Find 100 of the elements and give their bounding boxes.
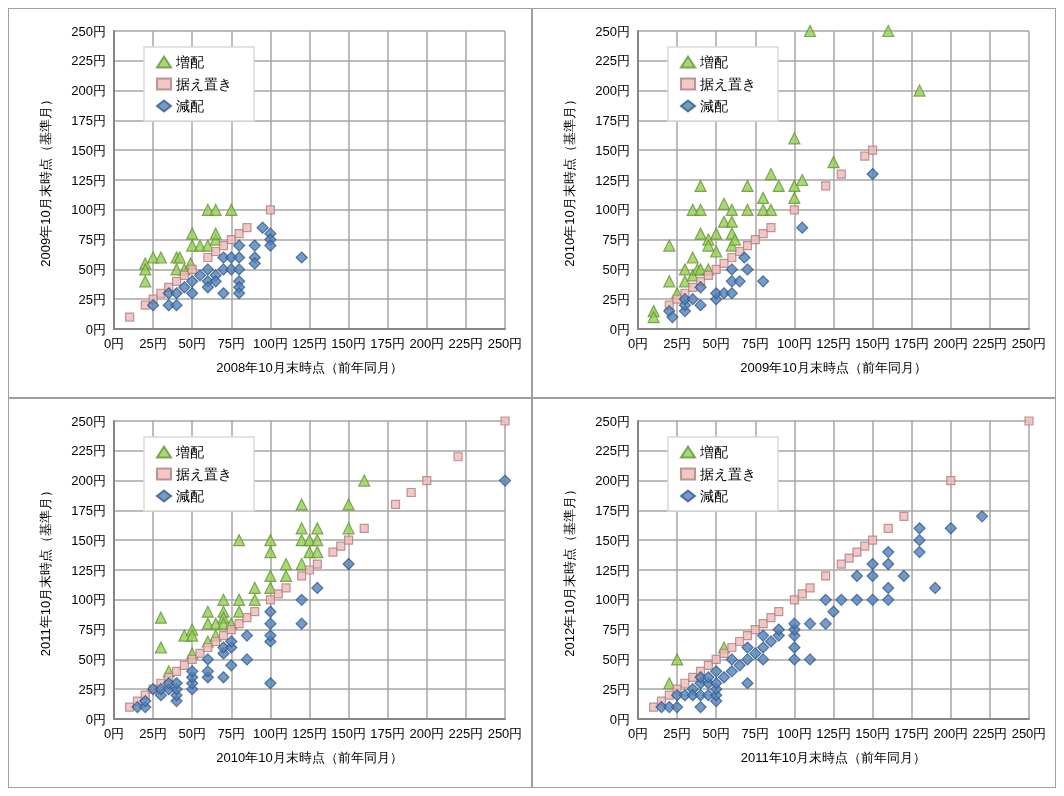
x-tick-label: 125円 [816, 726, 851, 741]
y-tick-label: 125円 [71, 172, 106, 188]
y-tick-label: 125円 [595, 172, 630, 188]
y-tick-label: 50円 [602, 261, 630, 277]
y-tick-label: 250円 [595, 23, 630, 39]
x-tick-label: 0円 [627, 726, 649, 741]
x-tick-label: 225円 [972, 336, 1008, 351]
legend-label: 据え置き [700, 466, 756, 482]
y-tick-label: 150円 [71, 532, 106, 548]
legend-label: 据え置き [176, 76, 232, 92]
y-tick-label: 100円 [595, 202, 630, 218]
y-tick-label: 50円 [78, 261, 106, 277]
y-tick-label: 0円 [609, 711, 630, 727]
y-tick-label: 100円 [71, 202, 106, 218]
y-tick-label: 225円 [71, 443, 106, 459]
y-axis-title: 2012年10月末時点（基準月） [562, 483, 577, 657]
x-tick-label: 250円 [1011, 336, 1047, 351]
y-tick-label: 225円 [595, 53, 630, 69]
x-tick-label: 50円 [702, 336, 730, 351]
y-tick-label: 75円 [78, 622, 106, 638]
x-tick-label: 100円 [777, 336, 812, 351]
legend-label: 減配 [700, 98, 728, 114]
legend-label: 増配 [699, 444, 728, 460]
y-tick-label: 0円 [609, 321, 630, 337]
x-tick-label: 175円 [894, 726, 930, 741]
x-tick-label: 0円 [103, 726, 125, 741]
x-tick-label: 150円 [855, 726, 890, 741]
legend-label: 増配 [175, 444, 204, 460]
x-tick-label: 50円 [702, 726, 730, 741]
legend-label: 据え置き [700, 76, 756, 92]
y-tick-label: 25円 [602, 291, 630, 307]
y-tick-label: 75円 [602, 232, 630, 248]
y-tick-label: 100円 [71, 592, 106, 608]
y-tick-label: 0円 [85, 321, 106, 337]
x-tick-label: 25円 [663, 726, 691, 741]
x-tick-label: 200円 [933, 336, 969, 351]
x-tick-label: 250円 [487, 336, 523, 351]
x-tick-label: 25円 [663, 336, 691, 351]
legend-label: 減配 [176, 488, 204, 504]
y-tick-label: 150円 [71, 142, 106, 158]
y-tick-label: 25円 [602, 681, 630, 697]
x-axis-title: 2009年10月末時点（前年同月） [740, 360, 927, 375]
x-tick-label: 175円 [370, 336, 406, 351]
x-tick-label: 25円 [139, 726, 167, 741]
x-tick-label: 0円 [103, 336, 125, 351]
y-tick-label: 250円 [71, 413, 106, 429]
legend-label: 減配 [700, 488, 728, 504]
x-tick-label: 0円 [627, 336, 649, 351]
y-tick-label: 75円 [602, 622, 630, 638]
x-tick-label: 175円 [370, 726, 406, 741]
x-tick-label: 75円 [217, 336, 246, 351]
x-tick-label: 100円 [253, 726, 288, 741]
y-axis-title: 2011年10月末時点（基準月） [38, 483, 53, 657]
x-axis-title: 2010年10月末時点（前年同月） [216, 750, 403, 765]
y-axis-title: 2010年10月末時点（基準月） [562, 93, 577, 267]
x-tick-label: 75円 [217, 726, 246, 741]
y-tick-label: 75円 [78, 232, 106, 248]
x-tick-label: 225円 [972, 726, 1008, 741]
x-tick-label: 50円 [178, 726, 206, 741]
x-tick-label: 125円 [292, 336, 327, 351]
y-tick-label: 25円 [78, 681, 106, 697]
x-tick-label: 225円 [448, 726, 484, 741]
y-tick-label: 50円 [602, 651, 630, 667]
y-tick-label: 0円 [85, 711, 106, 727]
y-tick-label: 125円 [71, 562, 106, 578]
y-tick-label: 25円 [78, 291, 106, 307]
y-tick-label: 150円 [595, 532, 630, 548]
x-tick-label: 200円 [409, 726, 445, 741]
x-tick-label: 125円 [292, 726, 327, 741]
x-tick-label: 150円 [331, 726, 366, 741]
x-tick-label: 150円 [855, 336, 890, 351]
y-tick-label: 250円 [71, 23, 106, 39]
x-tick-label: 250円 [1011, 726, 1047, 741]
x-tick-label: 250円 [487, 726, 523, 741]
y-tick-label: 150円 [595, 142, 630, 158]
legend-label: 据え置き [176, 466, 232, 482]
y-tick-label: 100円 [595, 592, 630, 608]
y-tick-label: 175円 [595, 112, 630, 128]
x-tick-label: 200円 [933, 726, 969, 741]
y-tick-label: 225円 [595, 443, 630, 459]
x-tick-label: 100円 [777, 726, 812, 741]
x-tick-label: 50円 [178, 336, 206, 351]
y-tick-label: 200円 [595, 473, 630, 489]
x-tick-label: 25円 [139, 336, 167, 351]
y-tick-label: 175円 [71, 112, 106, 128]
legend-label: 増配 [699, 54, 728, 70]
y-tick-label: 200円 [71, 83, 106, 99]
x-tick-label: 75円 [741, 336, 770, 351]
x-axis-title: 2011年10月末時点（前年同月） [740, 750, 927, 765]
legend-label: 増配 [175, 54, 204, 70]
legend-label: 減配 [176, 98, 204, 114]
y-tick-label: 225円 [71, 53, 106, 69]
x-tick-label: 200円 [409, 336, 445, 351]
x-tick-label: 75円 [741, 726, 770, 741]
x-tick-label: 100円 [253, 336, 288, 351]
y-axis-title: 2009年10月末時点（基準月） [38, 93, 53, 267]
x-tick-label: 175円 [894, 336, 930, 351]
x-tick-label: 225円 [448, 336, 484, 351]
y-tick-label: 175円 [595, 502, 630, 518]
y-tick-label: 200円 [595, 83, 630, 99]
